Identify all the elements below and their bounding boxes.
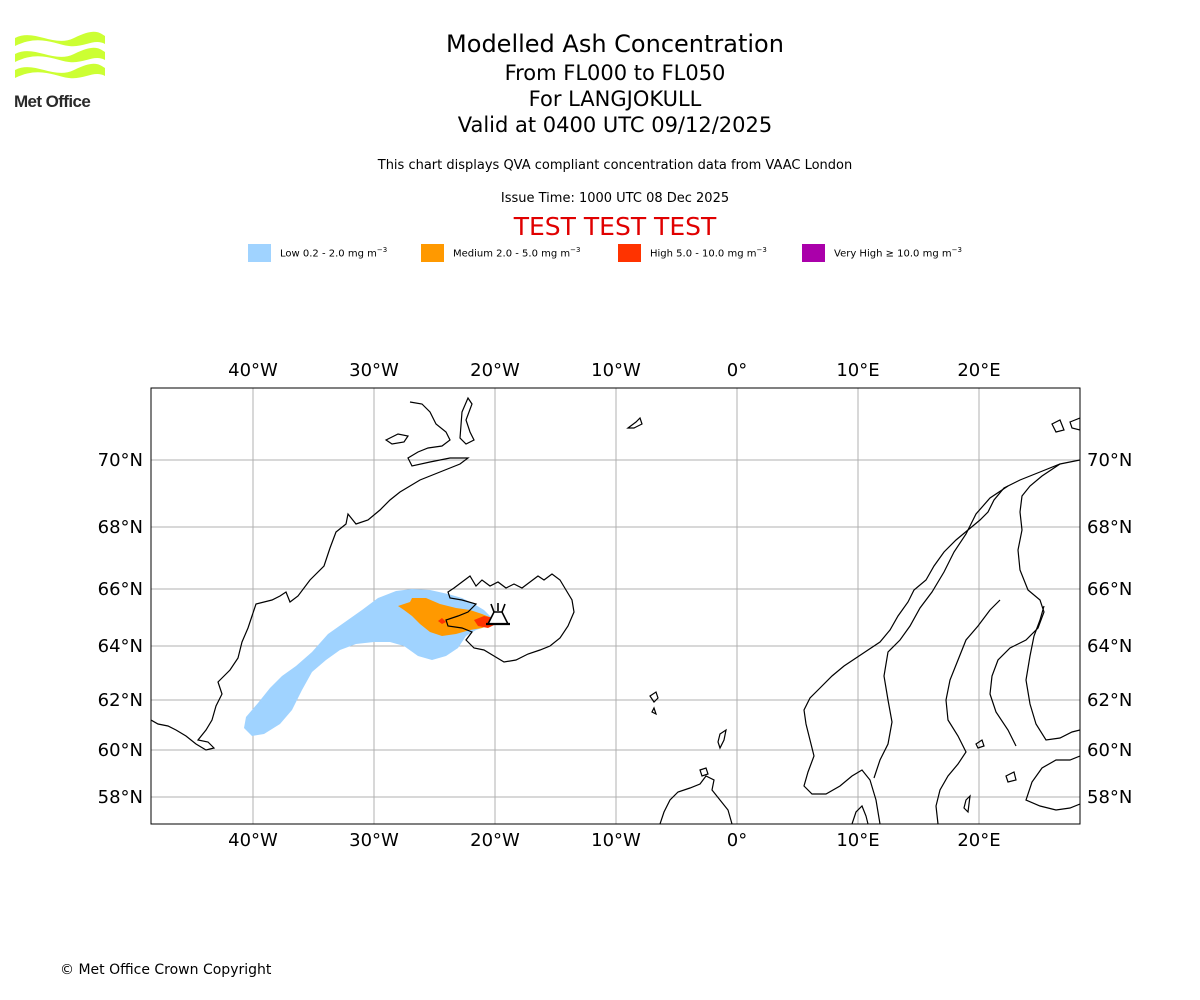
lat-labels-left: 70°N 68°N 66°N 64°N 62°N 60°N 58°N (98, 450, 143, 808)
lon-label-top-20e: 20°E (957, 360, 1000, 381)
chart-title-block: Modelled Ash Concentration From FL000 to… (315, 28, 915, 138)
met-office-waves-icon (15, 31, 105, 79)
lon-labels-bottom: 40°W 30°W 20°W 10°W 0° 10°E 20°E (228, 830, 1000, 851)
map-frame (150, 387, 1081, 825)
volcano-name: For LANGJOKULL (528, 87, 702, 111)
coastline-greenland (151, 401, 470, 751)
legend-swatch-very-high (802, 244, 825, 262)
flight-level-range: From FL000 to FL050 (504, 61, 726, 85)
coastline-iceland (445, 573, 575, 663)
lon-labels-top: 40°W 30°W 20°W 10°W 0° 10°E 20°E (228, 360, 1000, 381)
legend-exp-very-high: −3 (951, 246, 962, 254)
lat-label-right-64n: 64°N (1087, 636, 1132, 657)
graticule (151, 388, 1080, 824)
lon-label-top-30w: 30°W (349, 360, 399, 381)
lat-labels-right: 70°N 68°N 66°N 64°N 62°N 60°N 58°N (1087, 450, 1132, 808)
coastline-gotland (963, 794, 971, 814)
coastline-svalbard-south (1051, 417, 1080, 433)
coastline-norway (803, 459, 1080, 824)
lat-label-left-60n: 60°N (98, 740, 143, 761)
lon-label-bottom-20w: 20°W (470, 830, 520, 851)
legend-exp-medium: −3 (570, 246, 581, 254)
lon-label-top-10e: 10°E (836, 360, 879, 381)
legend-swatch-low (248, 244, 271, 262)
legend-exp-high: −3 (756, 246, 767, 254)
copyright: © Met Office Crown Copyright (60, 962, 272, 978)
ash-high-patch (438, 618, 446, 624)
lon-label-top-40w: 40°W (228, 360, 278, 381)
coastline-shetland (717, 728, 727, 750)
lat-label-left-64n: 64°N (98, 636, 143, 657)
lat-label-right-66n: 66°N (1087, 579, 1132, 600)
lat-label-right-60n: 60°N (1087, 740, 1132, 761)
legend-label-low: Low 0.2 - 2.0 mg m (280, 248, 377, 260)
border-norway-sweden (989, 463, 1061, 747)
met-office-logo: Met Office (14, 30, 106, 111)
coastline-baltic-east (1025, 755, 1080, 811)
coastline-denmark (851, 804, 869, 824)
logo-text: Met Office (14, 92, 91, 111)
lat-label-left-58n: 58°N (98, 787, 143, 808)
ash-medium-region (398, 598, 492, 636)
lat-label-left-70n: 70°N (98, 450, 143, 471)
lon-label-bottom-20e: 20°E (957, 830, 1000, 851)
legend-exp-low: −3 (376, 246, 388, 254)
lon-label-bottom-10w: 10°W (591, 830, 641, 851)
legend-label-high: High 5.0 - 10.0 mg m (650, 248, 757, 260)
volcano-icon (486, 603, 510, 626)
coastline-aland (975, 739, 985, 749)
lon-label-top-20w: 20°W (470, 360, 520, 381)
lon-label-bottom-30w: 30°W (349, 830, 399, 851)
issue-time: Issue Time: 1000 UTC 08 Dec 2025 (500, 191, 730, 206)
coastline-saaremaa (1005, 771, 1017, 783)
lat-label-left-68n: 68°N (98, 517, 143, 538)
lon-label-bottom-10e: 10°E (836, 830, 879, 851)
lat-label-left-66n: 66°N (98, 579, 143, 600)
coastline-faroes (649, 691, 659, 716)
coastline-greenland-north (384, 433, 409, 445)
qva-note: This chart displays QVA compliant concen… (377, 158, 853, 173)
coastline-sweden (935, 599, 1001, 824)
border-sweden-west (873, 485, 1009, 779)
chart-title: Modelled Ash Concentration (446, 30, 784, 58)
lon-label-bottom-40w: 40°W (228, 830, 278, 851)
coastline-greenland-ne (459, 396, 475, 445)
coastline-finland (1025, 605, 1080, 741)
coastline-scotland (659, 775, 733, 824)
legend-label-medium: Medium 2.0 - 5.0 mg m (453, 248, 571, 260)
lat-label-right-62n: 62°N (1087, 690, 1132, 711)
legend-swatch-high (618, 244, 641, 262)
coastline-jan-mayen (626, 416, 643, 429)
lat-label-right-70n: 70°N (1087, 450, 1132, 471)
lon-label-top-0: 0° (727, 360, 747, 381)
legend-label-very-high: Very High ≥ 10.0 mg m (834, 248, 952, 260)
lat-label-left-62n: 62°N (98, 690, 143, 711)
map-content (151, 388, 1080, 824)
legend-swatch-medium (421, 244, 444, 262)
coastlines (151, 396, 1080, 824)
lon-label-bottom-0: 0° (727, 830, 747, 851)
lat-label-right-68n: 68°N (1087, 517, 1132, 538)
coastline-orkney (699, 767, 709, 777)
valid-time: Valid at 0400 UTC 09/12/2025 (457, 113, 773, 137)
lat-label-right-58n: 58°N (1087, 787, 1132, 808)
test-banner: TEST TEST TEST (513, 212, 717, 241)
lon-label-top-10w: 10°W (591, 360, 641, 381)
